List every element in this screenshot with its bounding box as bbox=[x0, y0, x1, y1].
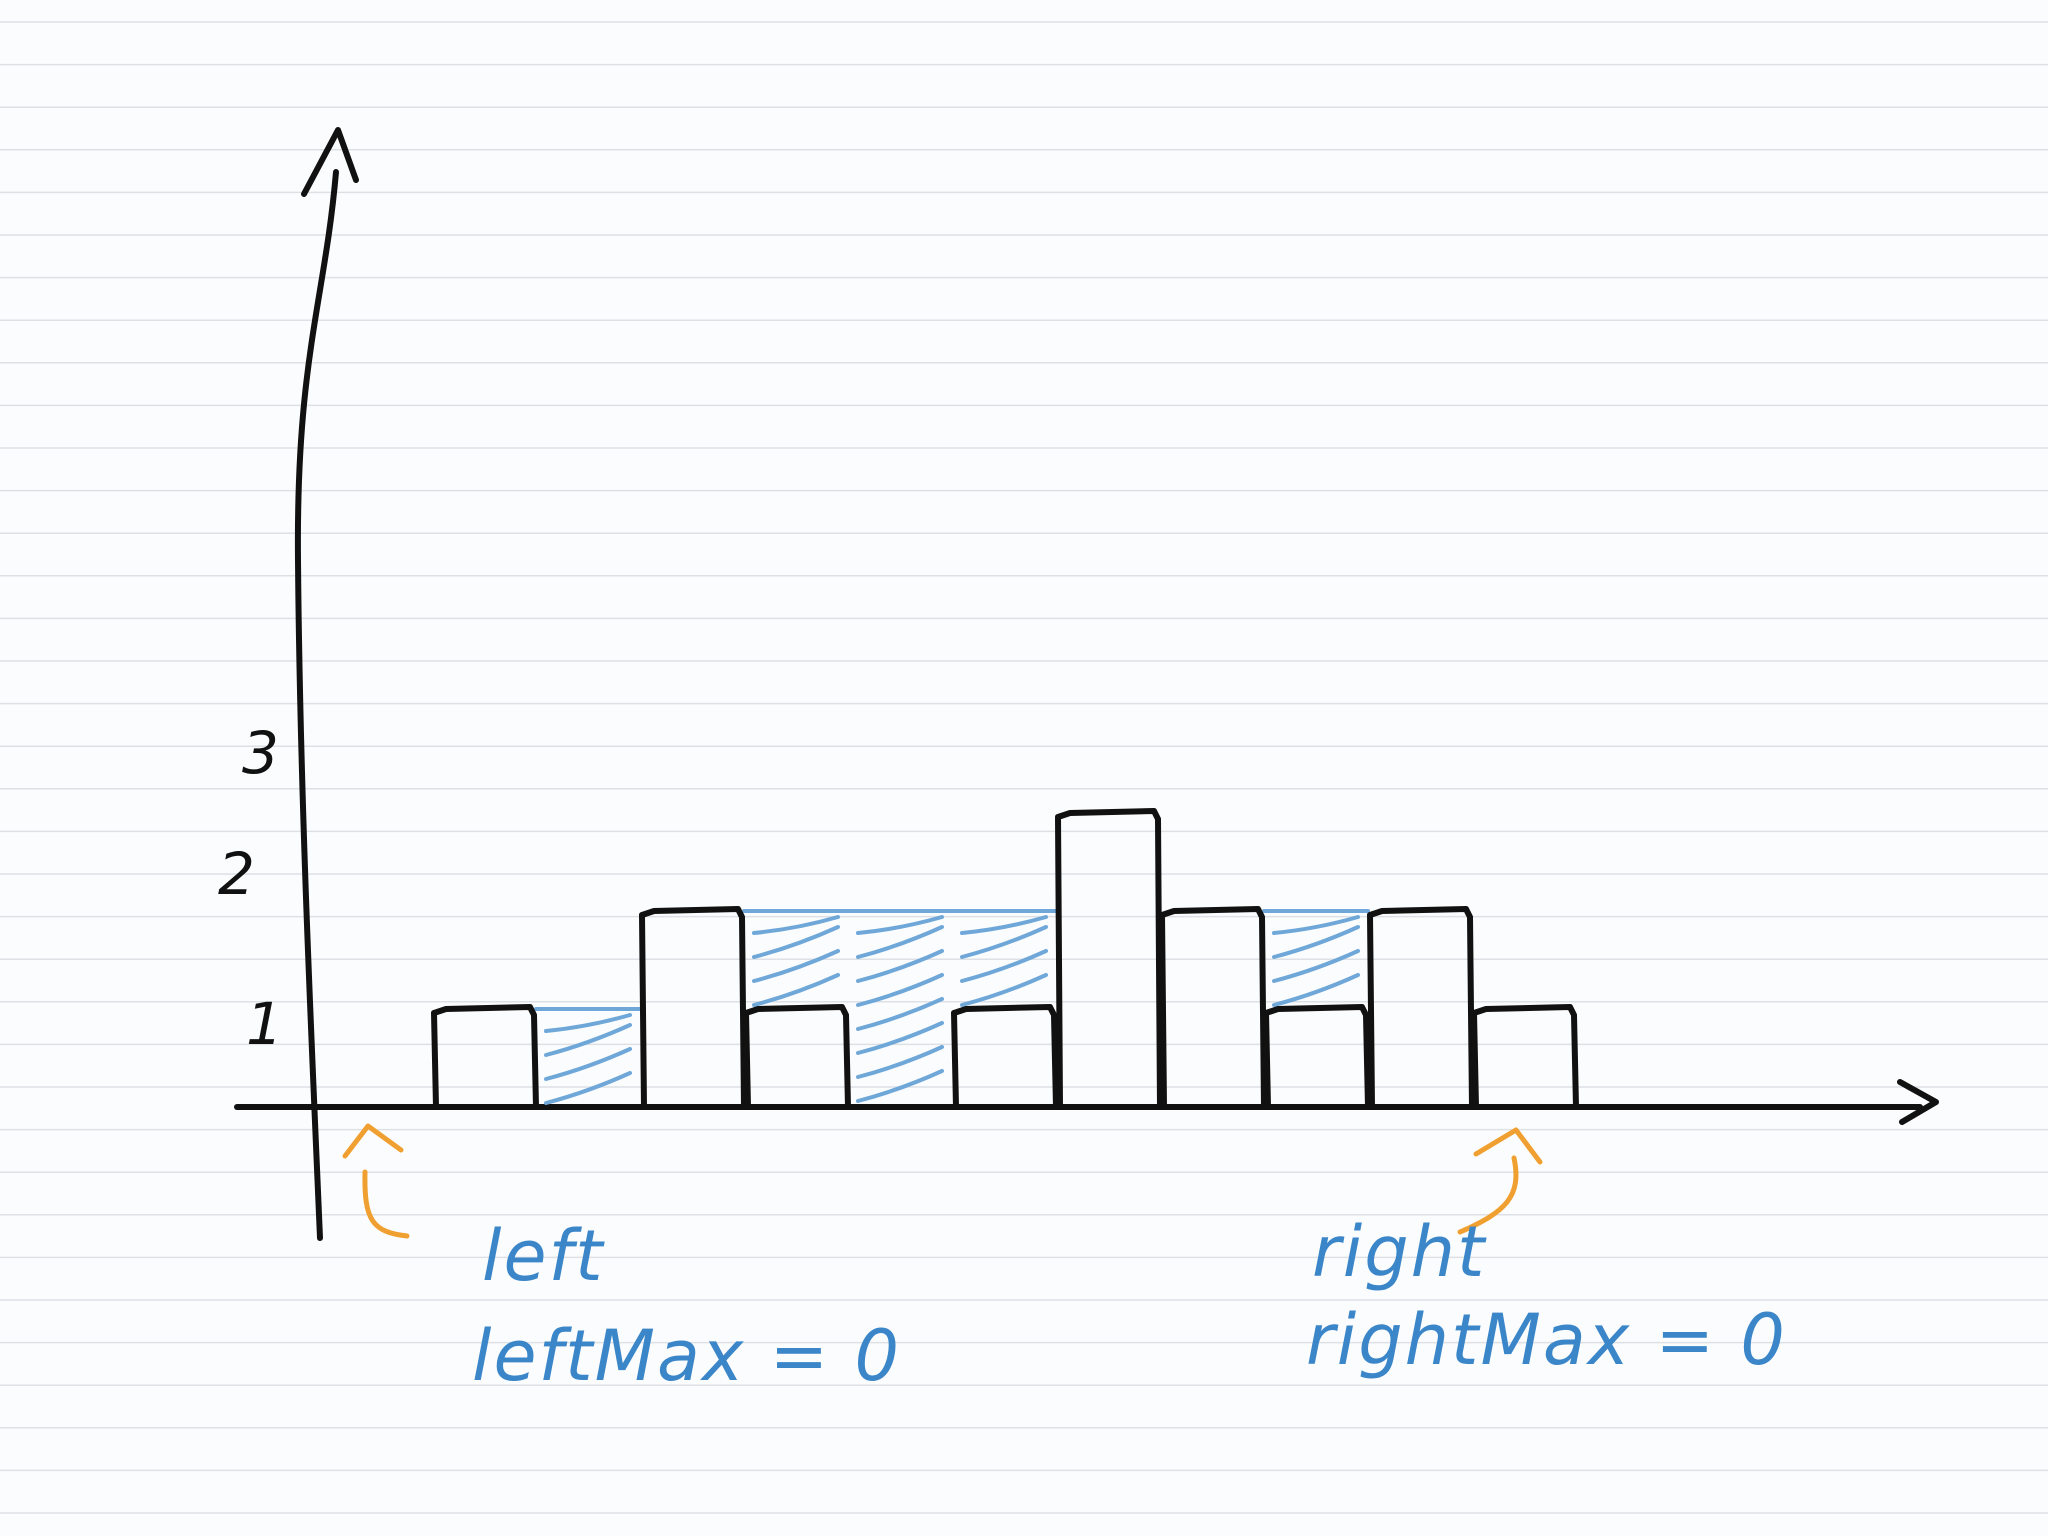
elevation-bar bbox=[1055, 808, 1163, 1110]
water-hatch-stroke bbox=[544, 1071, 632, 1105]
x-axis-arrowhead bbox=[1897, 1079, 1939, 1125]
y-tick-label-3: 3 bbox=[242, 719, 279, 787]
water-hatch-stroke bbox=[856, 1069, 944, 1103]
left-pointer-label: left bbox=[482, 1215, 605, 1297]
elevation-bar bbox=[639, 906, 747, 1110]
trapped-water bbox=[534, 909, 1370, 1105]
water-hatch-stroke bbox=[752, 973, 840, 1007]
elevation-bar bbox=[1367, 906, 1475, 1110]
water-hatch-stroke bbox=[1272, 973, 1360, 1007]
water-cell bbox=[950, 909, 1058, 1007]
y-tick-label-2: 2 bbox=[218, 840, 255, 908]
water-cell bbox=[742, 909, 850, 1007]
elevation-bar bbox=[1263, 1004, 1371, 1110]
left-pointer-arrow bbox=[342, 1123, 410, 1239]
water-cell bbox=[846, 909, 954, 1103]
water-hatch-stroke bbox=[856, 973, 944, 1007]
water-hatch-stroke bbox=[960, 949, 1048, 983]
left-max-label: leftMax = 0 bbox=[472, 1315, 901, 1397]
elevation-bar bbox=[951, 1004, 1059, 1110]
water-hatch-stroke bbox=[544, 1047, 632, 1081]
water-hatch-stroke bbox=[960, 973, 1048, 1007]
elevation-bars bbox=[431, 808, 1579, 1110]
water-hatch-stroke bbox=[856, 925, 944, 959]
water-hatch-stroke bbox=[960, 925, 1048, 959]
elevation-bar bbox=[743, 1004, 851, 1110]
y-tick-label-1: 1 bbox=[246, 990, 283, 1058]
water-hatch-stroke bbox=[856, 1021, 944, 1055]
water-hatch-stroke bbox=[752, 949, 840, 983]
water-hatch-stroke bbox=[856, 997, 944, 1031]
ruled-lines bbox=[0, 21, 2048, 1514]
water-hatch-stroke bbox=[1272, 915, 1360, 935]
water-hatch-stroke bbox=[1272, 925, 1360, 959]
y-axis bbox=[294, 169, 339, 1241]
water-hatch-stroke bbox=[1272, 949, 1360, 983]
water-hatch-stroke bbox=[856, 949, 944, 983]
elevation-bar bbox=[431, 1004, 539, 1110]
water-hatch-stroke bbox=[544, 1023, 632, 1057]
right-max-label: rightMax = 0 bbox=[1306, 1299, 1787, 1381]
water-hatch-stroke bbox=[544, 1013, 632, 1033]
water-hatch-stroke bbox=[960, 915, 1048, 935]
water-hatch-stroke bbox=[752, 915, 840, 935]
water-cell bbox=[534, 1007, 642, 1105]
right-pointer-arrow bbox=[1457, 1127, 1543, 1235]
water-hatch-stroke bbox=[856, 1045, 944, 1079]
water-hatch-stroke bbox=[856, 915, 944, 935]
y-axis-arrowhead bbox=[301, 127, 359, 197]
right-pointer-label: right bbox=[1312, 1211, 1487, 1293]
elevation-bar bbox=[1159, 906, 1267, 1110]
water-cell bbox=[1262, 909, 1370, 1007]
water-hatch-stroke bbox=[752, 925, 840, 959]
elevation-bar bbox=[1471, 1004, 1579, 1110]
